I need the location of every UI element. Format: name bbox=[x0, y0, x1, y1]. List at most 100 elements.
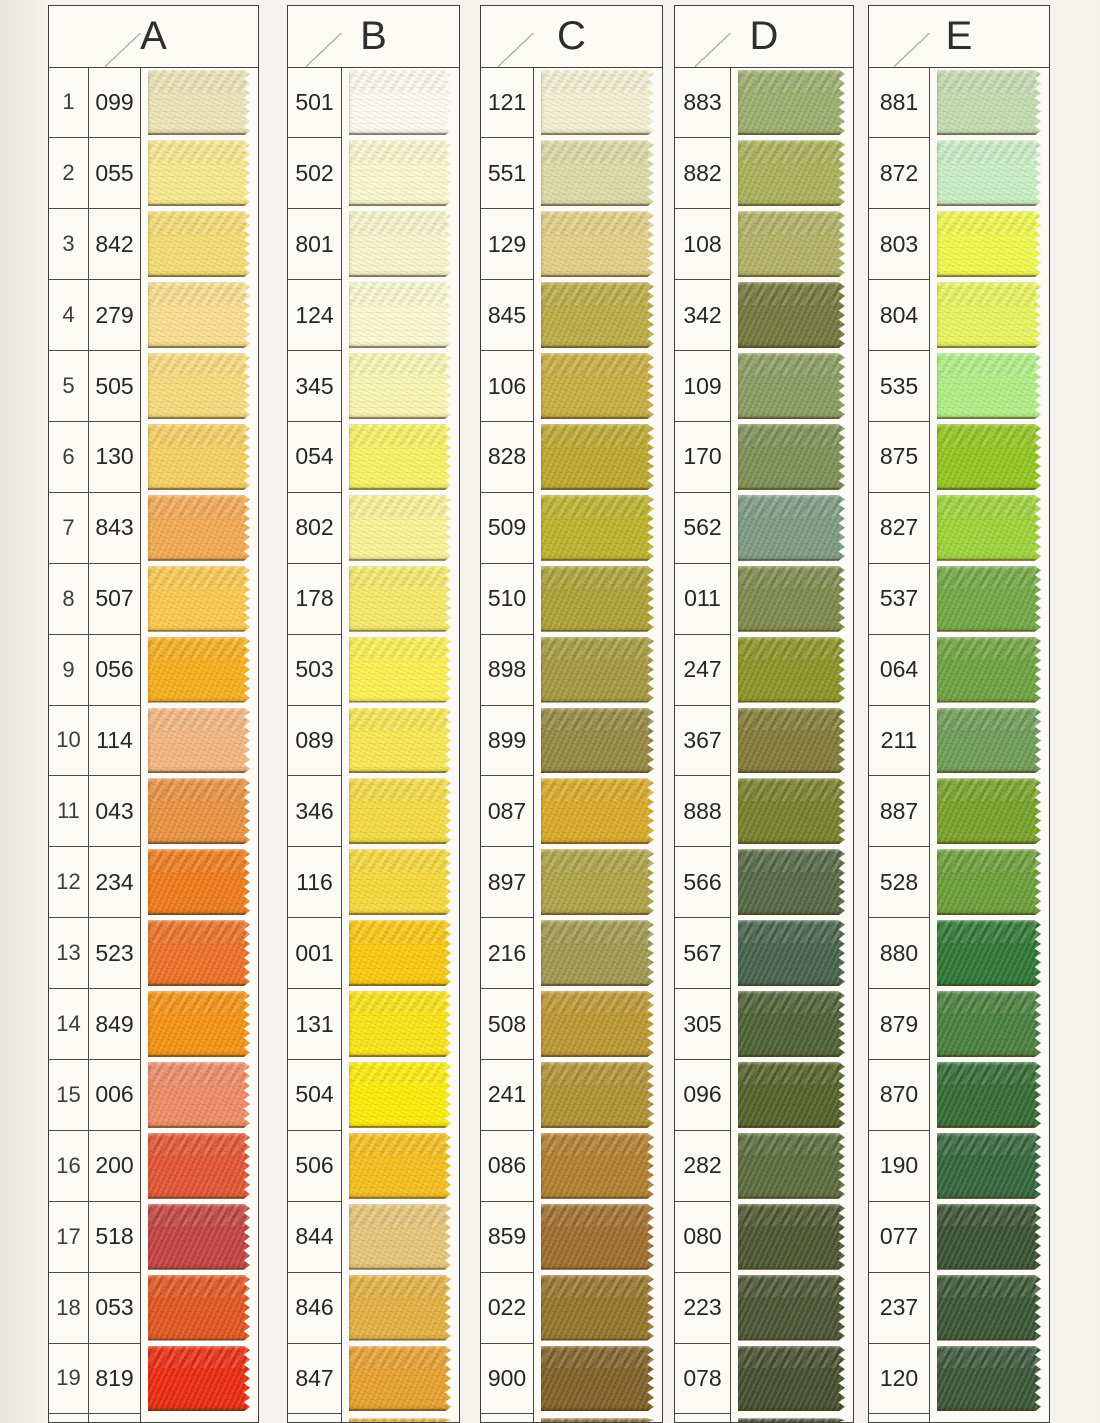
color-row: 879 bbox=[869, 989, 1049, 1060]
color-row: 508 bbox=[481, 989, 662, 1060]
color-row: 875 bbox=[869, 421, 1049, 493]
fabric-swatch bbox=[148, 707, 250, 774]
row-number-cell: 11 bbox=[49, 776, 89, 848]
color-row: 19 819 bbox=[49, 1343, 258, 1415]
fabric-swatch bbox=[148, 1345, 250, 1412]
color-code-cell: 504 bbox=[288, 1059, 342, 1131]
fabric-swatch bbox=[349, 1274, 451, 1341]
fabric-swatch bbox=[937, 920, 1041, 987]
color-row: 15 006 bbox=[49, 1059, 258, 1131]
partial-row bbox=[869, 1414, 1049, 1422]
fabric-swatch bbox=[937, 849, 1041, 916]
swatch-area bbox=[930, 918, 1049, 989]
fabric-swatch bbox=[937, 1274, 1041, 1341]
color-row: 078 bbox=[675, 1343, 853, 1415]
fabric-swatch bbox=[937, 565, 1041, 632]
fabric-swatch bbox=[738, 707, 845, 774]
partial-code-cell bbox=[675, 1414, 731, 1422]
row-number-cell: 6 bbox=[49, 421, 89, 493]
color-code-cell: 109 bbox=[675, 351, 731, 422]
color-code-cell: 562 bbox=[675, 492, 731, 564]
color-code-cell: 211 bbox=[869, 705, 930, 777]
fabric-swatch bbox=[349, 353, 451, 419]
swatch-area bbox=[930, 989, 1049, 1060]
color-code-cell: 216 bbox=[481, 918, 534, 990]
fabric-swatch bbox=[738, 69, 845, 136]
swatch-area bbox=[930, 1131, 1049, 1202]
color-code-cell: 502 bbox=[288, 138, 342, 210]
color-code-cell: 879 bbox=[869, 989, 930, 1060]
row-number-cell: 17 bbox=[49, 1201, 89, 1273]
column-letter: C bbox=[557, 14, 586, 59]
color-code-cell: 900 bbox=[481, 1343, 534, 1415]
swatch-area bbox=[342, 1131, 459, 1202]
color-row: 883 bbox=[675, 67, 853, 139]
fabric-swatch bbox=[738, 778, 845, 845]
color-row: 170 bbox=[675, 421, 853, 493]
swatch-area bbox=[534, 280, 662, 351]
color-rows: 121 551 129 845 106 828 bbox=[481, 67, 662, 1415]
row-number-cell: 7 bbox=[49, 492, 89, 564]
color-row: 881 bbox=[869, 67, 1049, 139]
fabric-swatch bbox=[349, 1132, 451, 1199]
color-row: 880 bbox=[869, 918, 1049, 990]
swatch-area bbox=[141, 635, 258, 706]
row-number-cell: 10 bbox=[49, 705, 89, 777]
swatch-area bbox=[930, 706, 1049, 777]
color-code-cell: 503 bbox=[288, 634, 342, 706]
fabric-swatch bbox=[937, 1203, 1041, 1270]
fabric-swatch bbox=[349, 494, 451, 561]
fabric-swatch bbox=[738, 636, 845, 703]
color-code-cell: 899 bbox=[481, 705, 534, 777]
swatch-area bbox=[342, 564, 459, 635]
fabric-swatch bbox=[541, 353, 654, 419]
row-number-cell: 16 bbox=[49, 1130, 89, 1202]
fabric-swatch bbox=[738, 494, 845, 561]
fabric-swatch bbox=[349, 69, 451, 136]
column-letter: D bbox=[749, 14, 779, 59]
color-row: 8 507 bbox=[49, 563, 258, 635]
swatch-area bbox=[342, 1344, 459, 1415]
color-code-cell: 055 bbox=[89, 138, 141, 210]
color-rows: 883 882 108 342 109 170 bbox=[675, 67, 853, 1415]
color-row: 803 bbox=[869, 209, 1049, 281]
fabric-swatch bbox=[541, 707, 654, 774]
fabric-swatch bbox=[937, 282, 1041, 349]
color-code-cell: 887 bbox=[869, 776, 930, 848]
swatch-area bbox=[731, 635, 853, 706]
fabric-swatch bbox=[148, 423, 250, 490]
swatch-area bbox=[731, 989, 853, 1060]
fabric-swatch bbox=[148, 494, 250, 561]
swatch-area bbox=[141, 1344, 258, 1415]
color-code-cell: 845 bbox=[481, 280, 534, 352]
swatch-area bbox=[534, 847, 662, 918]
fabric-swatch bbox=[349, 565, 451, 632]
color-row: 131 bbox=[288, 989, 459, 1060]
color-row: 846 bbox=[288, 1272, 459, 1344]
swatch-area bbox=[930, 280, 1049, 351]
color-code-cell: 828 bbox=[481, 421, 534, 493]
color-code-cell: 043 bbox=[89, 776, 141, 848]
fabric-swatch bbox=[541, 140, 654, 207]
swatch-area bbox=[141, 138, 258, 209]
column-letter: E bbox=[945, 14, 973, 59]
color-row: 14 849 bbox=[49, 989, 258, 1060]
swatch-area bbox=[731, 1060, 853, 1131]
fabric-swatch bbox=[937, 707, 1041, 774]
swatch-area bbox=[342, 989, 459, 1060]
color-row: 827 bbox=[869, 492, 1049, 564]
swatch-area bbox=[141, 776, 258, 847]
color-row: 503 bbox=[288, 634, 459, 706]
fabric-swatch bbox=[738, 1203, 845, 1270]
partial-fabric-swatch bbox=[349, 1418, 451, 1422]
color-row: 080 bbox=[675, 1201, 853, 1273]
fabric-swatch bbox=[738, 565, 845, 632]
fabric-swatch bbox=[148, 778, 250, 845]
color-row: 882 bbox=[675, 138, 853, 210]
color-code-cell: 847 bbox=[288, 1343, 342, 1415]
color-code-cell: 279 bbox=[89, 280, 141, 352]
fabric-swatch bbox=[937, 494, 1041, 561]
fabric-swatch bbox=[349, 1203, 451, 1270]
color-row: 247 bbox=[675, 634, 853, 706]
partial-fabric-swatch bbox=[541, 1418, 654, 1422]
